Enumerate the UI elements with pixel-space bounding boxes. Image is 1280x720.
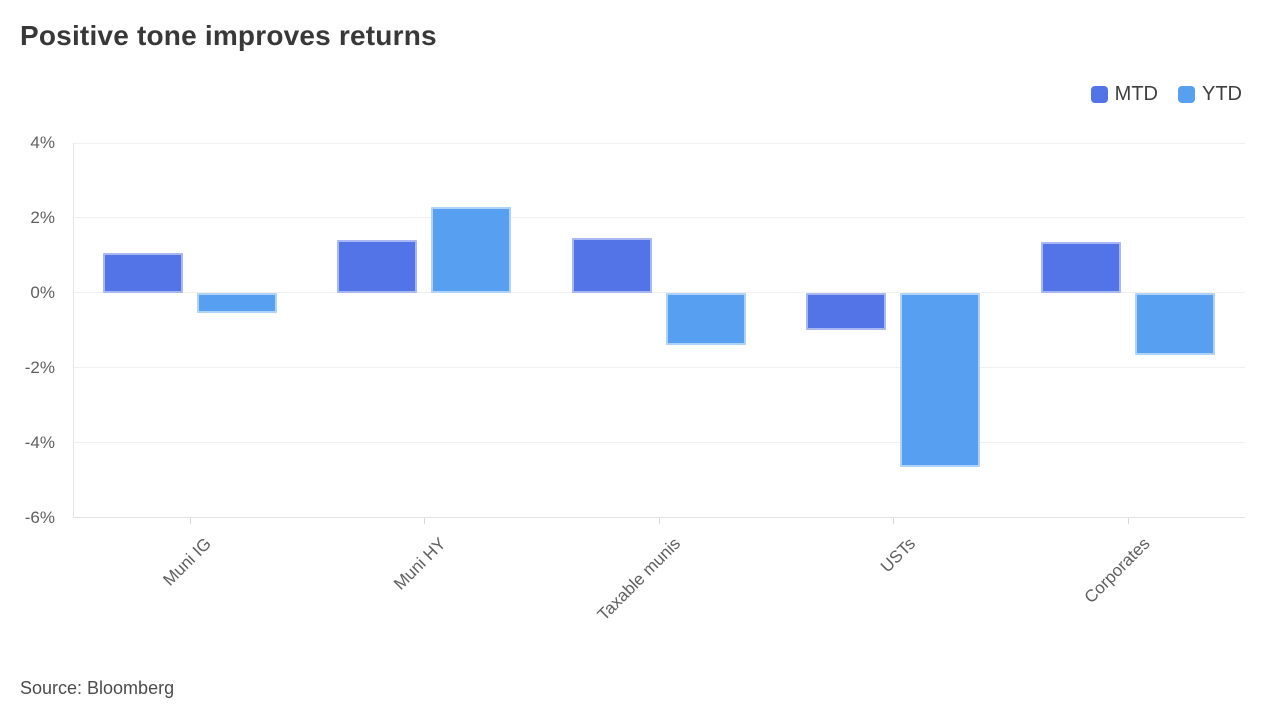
legend-item-ytd[interactable]: YTD bbox=[1178, 83, 1242, 106]
x-axis-category-label: Muni IG bbox=[159, 533, 216, 590]
x-axis-tick bbox=[893, 518, 895, 524]
ytd-swatch-icon bbox=[1178, 86, 1195, 103]
gridline bbox=[72, 142, 1245, 144]
x-axis-tick bbox=[189, 518, 191, 524]
x-axis-tick bbox=[1127, 518, 1129, 524]
legend-label-mtd: MTD bbox=[1114, 83, 1158, 105]
bar-mtd-usts bbox=[806, 292, 887, 331]
bar-ytd-muni-hy bbox=[431, 206, 512, 293]
mtd-swatch-icon bbox=[1090, 86, 1108, 103]
chart-title: Positive tone improves returns bbox=[20, 20, 437, 51]
x-axis-category-label: Corporates bbox=[1080, 533, 1154, 607]
bar-mtd-taxable-munis bbox=[571, 238, 652, 293]
gridline bbox=[72, 517, 1245, 518]
x-axis-category-label: USTs bbox=[876, 533, 919, 576]
gridline bbox=[72, 442, 1245, 444]
x-axis-category-label: Taxable munis bbox=[593, 533, 685, 624]
y-axis-tick-label: 4% bbox=[30, 133, 55, 152]
bar-ytd-taxable-munis bbox=[665, 292, 746, 346]
y-axis-tick-label: -6% bbox=[24, 507, 55, 527]
bar-ytd-usts bbox=[900, 292, 981, 467]
legend: MTD YTD bbox=[1090, 83, 1242, 106]
x-axis-tick bbox=[424, 518, 426, 524]
x-axis-tick bbox=[658, 518, 660, 524]
bar-mtd-muni-ig bbox=[102, 253, 183, 293]
y-axis-tick-label: -2% bbox=[24, 357, 55, 377]
bar-mtd-corporates bbox=[1040, 242, 1121, 293]
gridline bbox=[72, 217, 1245, 219]
gridline bbox=[72, 292, 1245, 294]
y-axis-tick-label: 0% bbox=[30, 282, 55, 302]
source-note: Source: Bloomberg bbox=[20, 678, 175, 698]
bar-mtd-muni-hy bbox=[337, 240, 418, 293]
bar-ytd-corporates bbox=[1134, 292, 1215, 355]
y-axis-line bbox=[72, 143, 74, 518]
y-axis-tick-label: 2% bbox=[30, 207, 55, 227]
legend-item-mtd[interactable]: MTD bbox=[1090, 83, 1158, 106]
x-axis-category-label: Muni HY bbox=[390, 533, 450, 594]
gridline bbox=[72, 367, 1245, 369]
legend-label-ytd: YTD bbox=[1202, 83, 1242, 105]
bar-ytd-muni-ig bbox=[196, 292, 277, 314]
y-axis-tick-label: -4% bbox=[24, 432, 55, 452]
